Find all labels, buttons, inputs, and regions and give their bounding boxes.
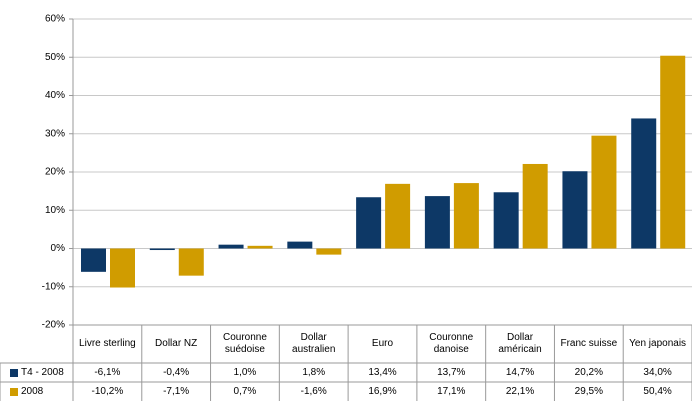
x-category-label: Franc suisse (560, 338, 618, 349)
bar (631, 118, 657, 249)
x-category-label: Couronne suédoise (222, 332, 267, 355)
bar (453, 183, 479, 249)
value-label: -1,6% (300, 385, 327, 397)
y-tick-label: 10% (45, 205, 65, 216)
legend-label: T4 - 2008 (21, 366, 64, 378)
value-label: 29,5% (574, 385, 603, 397)
x-category-label: Livre sterling (79, 338, 136, 349)
value-label: 34,0% (643, 366, 672, 378)
value-label: -10,2% (91, 385, 124, 397)
x-category-label: Dollar australien (292, 332, 336, 355)
bar (287, 241, 313, 249)
value-label: 1,8% (302, 366, 326, 378)
y-tick-label: -20% (42, 320, 65, 331)
legend-swatch (10, 387, 18, 396)
bar (149, 248, 175, 251)
y-tick-label: 50% (45, 52, 65, 63)
value-label: 22,1% (505, 385, 535, 397)
bar (247, 245, 273, 249)
legend-swatch (10, 368, 18, 377)
bar (110, 248, 135, 288)
value-label: -6,1% (94, 366, 121, 378)
y-tick-label: 40% (45, 90, 65, 101)
x-category-label: Yen japonais (629, 338, 687, 349)
bar (424, 196, 450, 249)
bar (356, 197, 382, 249)
bar (178, 248, 204, 276)
bar (660, 55, 686, 249)
value-label: 50,4% (643, 385, 672, 397)
y-tick-label: 20% (45, 167, 65, 178)
value-label: 14,7% (505, 366, 535, 378)
x-category-label: Dollar américain (498, 332, 542, 355)
x-category-label: Euro (371, 338, 394, 349)
x-category-label: Dollar NZ (155, 338, 198, 349)
value-label: 1,0% (233, 366, 257, 378)
value-label: 17,1% (437, 385, 466, 397)
bar (522, 163, 548, 249)
value-label: 0,7% (233, 385, 257, 397)
value-label: 13,4% (368, 366, 397, 378)
y-tick-label: 60% (45, 14, 65, 25)
value-label: -0,4% (163, 366, 190, 378)
value-label: 20,2% (574, 366, 603, 378)
bar (591, 135, 617, 249)
bar (81, 248, 106, 272)
legend-entry: 2008 (0, 382, 73, 401)
bar (218, 244, 244, 249)
y-tick-label: -10% (42, 281, 65, 292)
y-tick-label: 0% (51, 243, 66, 254)
bar (316, 248, 342, 255)
bar (385, 183, 411, 249)
bar (562, 171, 588, 249)
bar (493, 192, 519, 249)
value-label: 13,7% (437, 366, 466, 378)
value-label: -7,1% (163, 385, 190, 397)
value-label: 16,9% (368, 385, 397, 397)
y-tick-label: 30% (45, 128, 65, 139)
legend-label: 2008 (21, 385, 44, 397)
x-category-label: Couronne danoise (429, 332, 474, 355)
legend-entry: T4 - 2008 (0, 363, 73, 382)
